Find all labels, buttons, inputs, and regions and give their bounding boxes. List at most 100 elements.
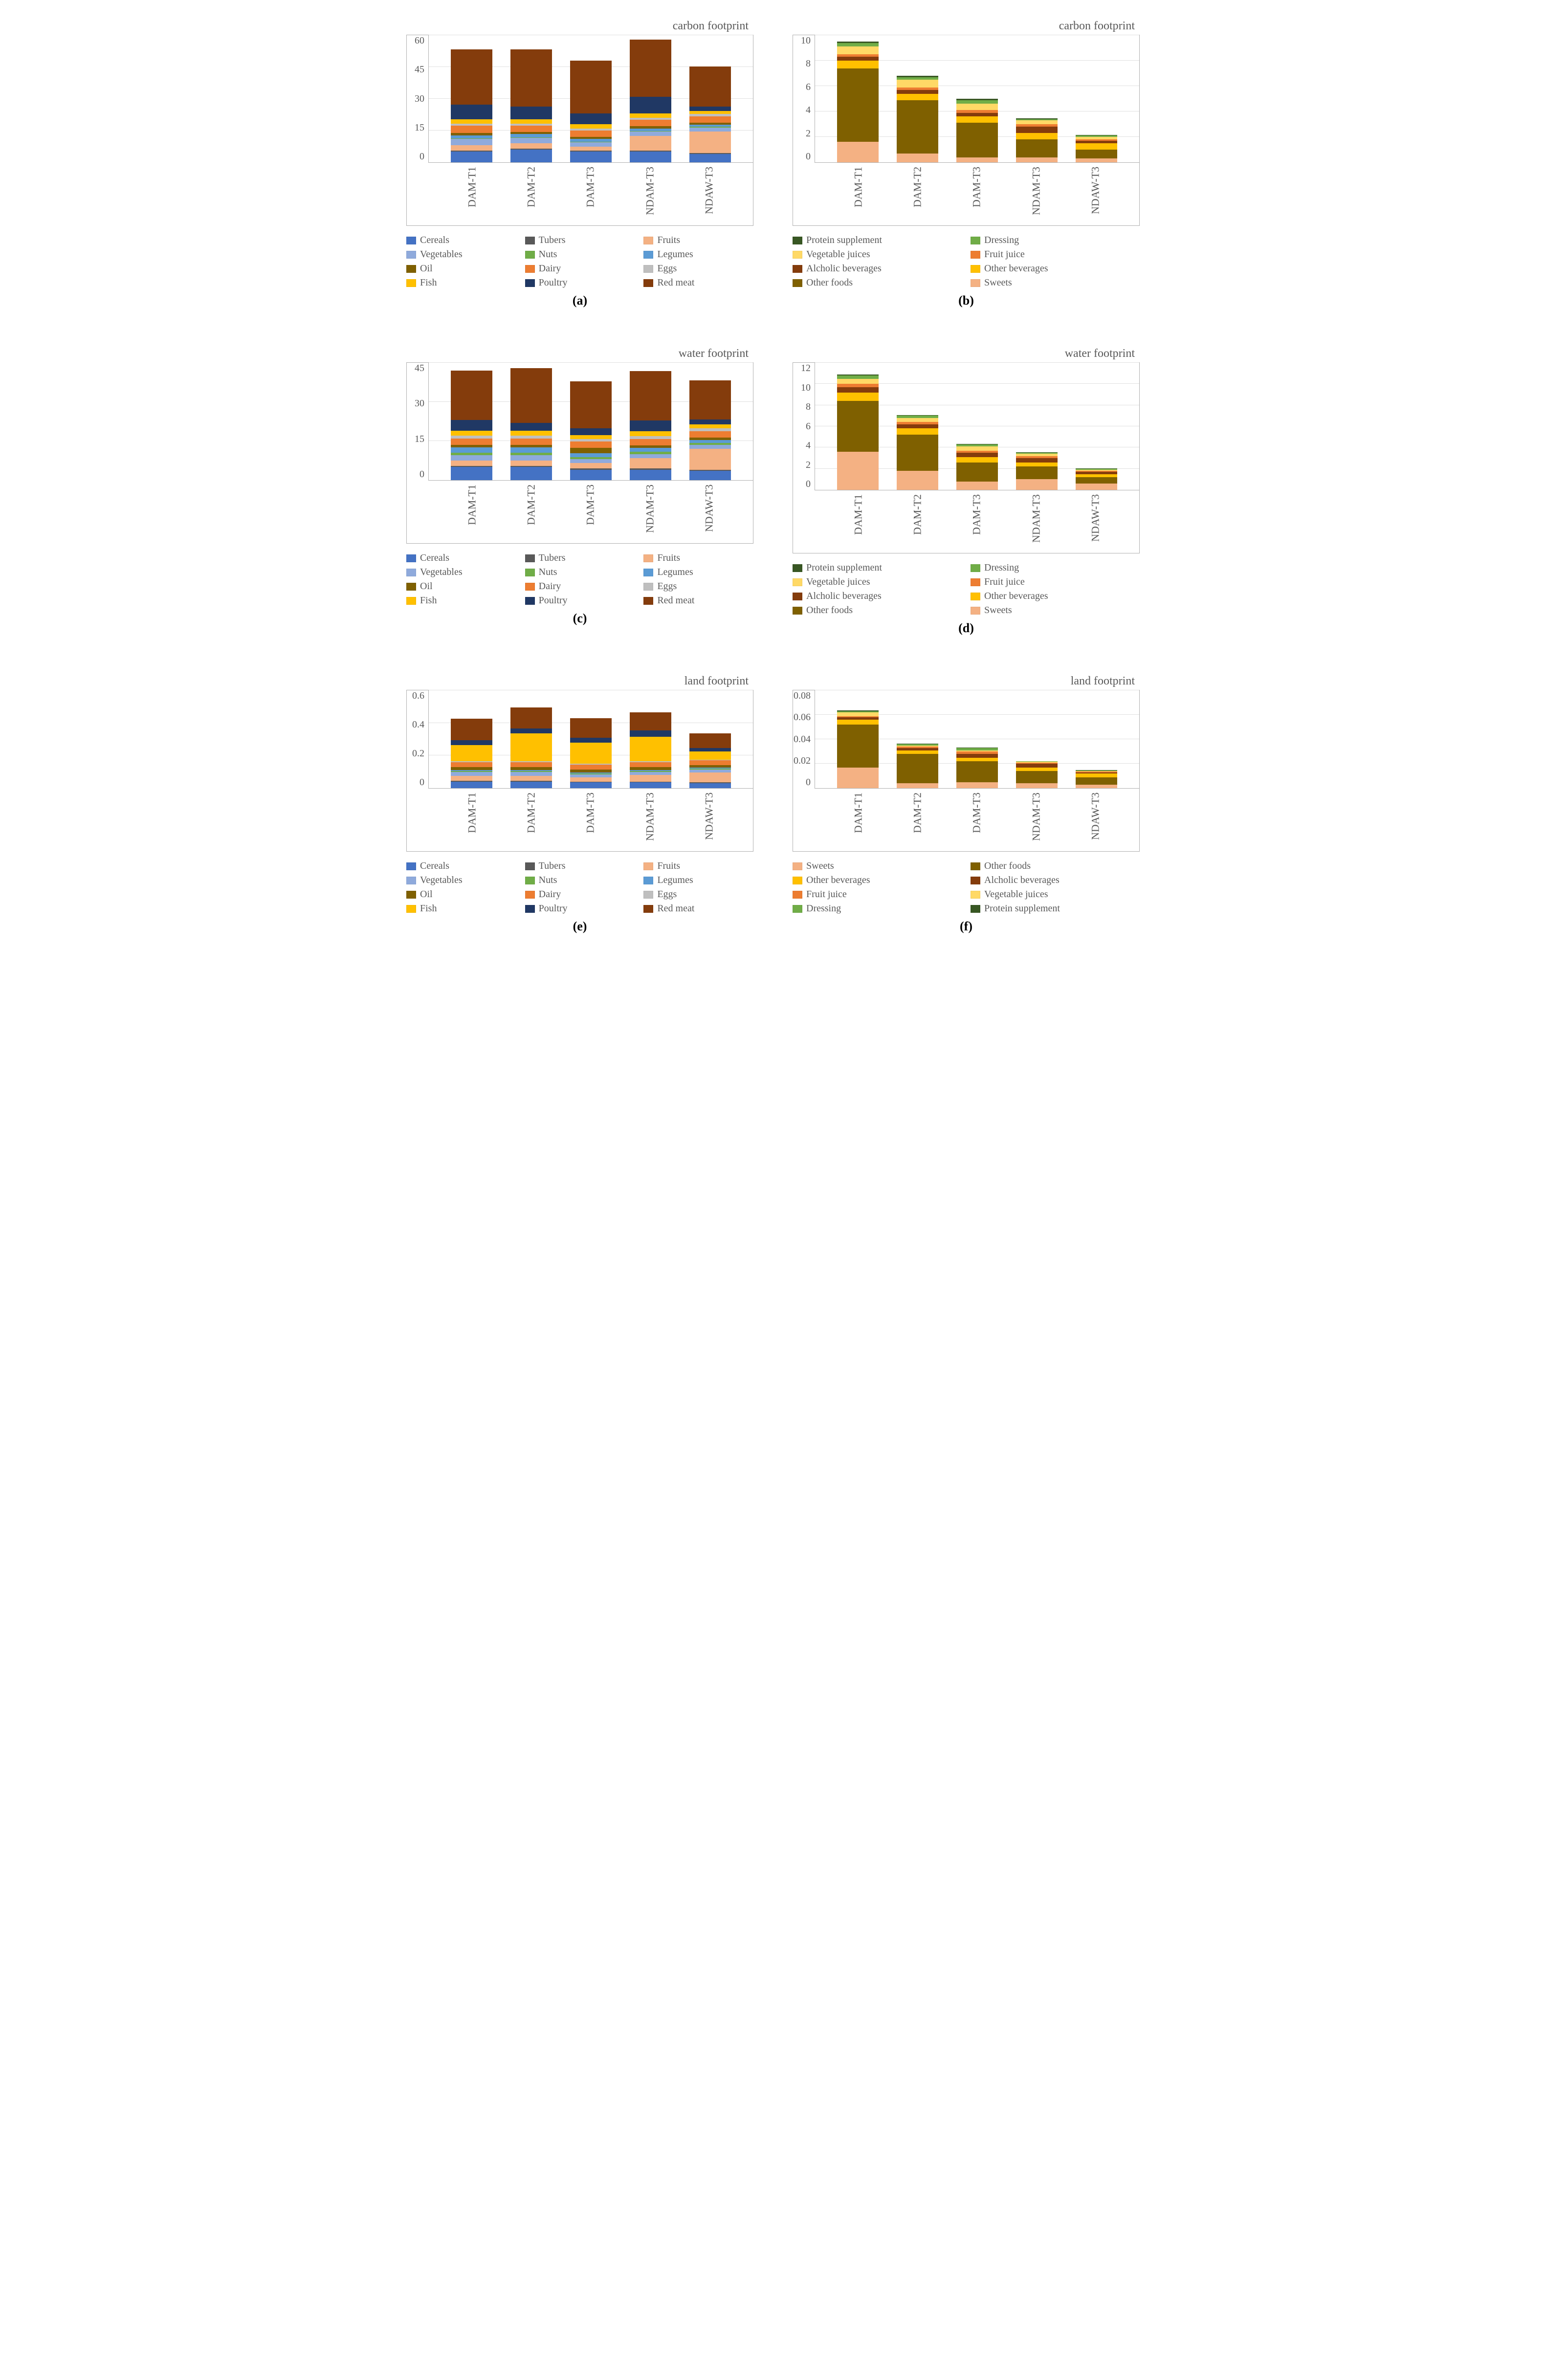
legend-item: Protein supplement: [971, 903, 1140, 914]
y-tick-label: 2: [806, 128, 811, 139]
plot-area: [815, 35, 1139, 163]
legend-label: Alcholic beverages: [984, 875, 1060, 886]
legend-label: Dairy: [539, 581, 561, 592]
segment-fish: [451, 745, 492, 761]
segment-cereals: [689, 471, 731, 480]
legend-label: Alcholic beverages: [806, 263, 882, 274]
legend-item: Dressing: [971, 562, 1140, 573]
legend-item: Other foods: [793, 605, 962, 616]
chart-title: land footprint: [685, 675, 749, 688]
legend-swatch: [406, 279, 416, 287]
segment-red-meat: [510, 368, 552, 423]
segment-fish: [510, 119, 552, 124]
segment-poultry: [510, 423, 552, 431]
segment-fish: [570, 435, 612, 439]
segment-alcholic-beverages: [956, 453, 998, 457]
legend-swatch: [525, 905, 535, 913]
segment-cereals: [570, 782, 612, 788]
segment-vegetable-juices: [837, 379, 879, 384]
legend-swatch: [971, 862, 980, 870]
legend-item: Fruits: [643, 860, 753, 872]
segment-fruits: [570, 147, 612, 151]
segment-other-beverages: [897, 94, 938, 100]
segment-cereals: [570, 152, 612, 162]
segment-red-meat: [689, 66, 731, 107]
segment-sweets: [897, 471, 938, 490]
bar-DAM-T2: [897, 744, 938, 788]
legend-swatch: [643, 862, 653, 870]
legend-item: Fish: [406, 903, 516, 914]
legend-item: Other beverages: [971, 591, 1140, 602]
segment-vegetable-juices: [837, 46, 879, 54]
segment-vegetables: [689, 770, 731, 773]
y-axis: 0.60.40.20: [407, 690, 428, 788]
y-tick-label: 0: [806, 151, 811, 162]
segment-cereals: [451, 152, 492, 162]
legend-item: Sweets: [793, 860, 962, 872]
bar-NDAM-T3: [630, 712, 671, 788]
legend-item: Dairy: [525, 581, 635, 592]
legend-swatch: [643, 251, 653, 259]
legend-swatch: [971, 905, 980, 913]
legend-label: Cereals: [420, 235, 449, 246]
legend-swatch: [971, 607, 980, 615]
segment-vegetables: [570, 459, 612, 463]
legend-swatch: [525, 583, 535, 591]
segment-cereals: [510, 150, 552, 162]
plot-area: [815, 363, 1139, 490]
legend-swatch: [525, 265, 535, 273]
segment-other-foods: [897, 435, 938, 471]
legend-item: Fruits: [643, 552, 753, 564]
y-axis: 604530150: [407, 35, 428, 162]
bar-DAM-T3: [570, 381, 612, 480]
segment-poultry: [630, 730, 671, 737]
segment-cereals: [510, 467, 552, 480]
legend-item: Dairy: [525, 889, 635, 900]
legend-swatch: [971, 578, 980, 586]
legend-item: Oil: [406, 581, 516, 592]
segment-other-foods: [1076, 777, 1117, 785]
bar-DAM-T1: [837, 42, 879, 162]
legend-label: Dressing: [984, 562, 1019, 573]
legend-label: Protein supplement: [984, 903, 1060, 914]
legend-label: Fruit juice: [984, 576, 1025, 588]
legend-label: Fish: [420, 277, 437, 288]
segment-other-beverages: [897, 428, 938, 435]
legend-swatch: [525, 554, 535, 562]
y-axis: 4530150: [407, 363, 428, 480]
legend-item: Vegetable juices: [793, 576, 962, 588]
x-tick-label: NDAM-T3: [1016, 793, 1057, 851]
x-tick-label: DAM-T2: [510, 793, 552, 851]
legend-label: Vegetable juices: [806, 576, 870, 588]
legend-swatch: [406, 569, 416, 576]
legend-label: Nuts: [539, 567, 557, 578]
bar-DAM-T2: [897, 76, 938, 162]
segment-dairy: [451, 126, 492, 133]
segment-vegetables: [630, 132, 671, 136]
panel-letter: (b): [958, 293, 974, 308]
legend-swatch: [643, 583, 653, 591]
legend-item: Tubers: [525, 860, 635, 872]
legend-swatch: [525, 237, 535, 244]
segment-vegetable-juices: [897, 418, 938, 422]
x-tick-label: DAM-T3: [570, 485, 611, 543]
legend-item: Fruits: [643, 235, 753, 246]
legend-label: Fruits: [657, 235, 680, 246]
panel-b: carbon footprint1086420DAM-T1DAM-T2DAM-T…: [793, 20, 1140, 308]
legend-item: Alcholic beverages: [793, 591, 962, 602]
legend-swatch: [793, 593, 802, 600]
legend-label: Red meat: [657, 595, 694, 606]
legend-label: Vegetable juices: [806, 249, 870, 260]
chart-box: 121086420DAM-T1DAM-T2DAM-T3NDAM-T3NDAW-T…: [793, 362, 1140, 553]
segment-vegetables: [451, 139, 492, 145]
legend-swatch: [643, 877, 653, 884]
y-tick-label: 0.04: [794, 734, 811, 745]
segment-fish: [451, 119, 492, 124]
segment-legumes: [451, 447, 492, 453]
y-tick-label: 0.2: [412, 748, 424, 759]
legend-item: Legumes: [643, 249, 753, 260]
bar-DAM-T1: [837, 710, 879, 788]
segment-fish: [510, 733, 552, 761]
segment-vegetables: [570, 142, 612, 147]
x-tick-label: NDAW-T3: [688, 485, 730, 543]
